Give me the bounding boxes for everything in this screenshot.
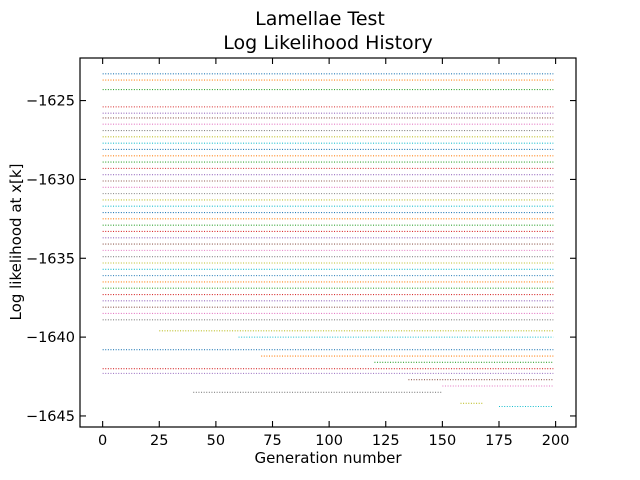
x-tick-label: 25 bbox=[150, 433, 168, 449]
x-tick-label: 100 bbox=[315, 433, 343, 449]
x-tick-label: 150 bbox=[429, 433, 457, 449]
y-axis: −1625 −1630 −1635 −1640 −1645 bbox=[26, 94, 576, 425]
x-axis: 0 25 50 75 100 125 150 175 200 bbox=[98, 58, 569, 449]
x-tick-label: 200 bbox=[542, 433, 570, 449]
x-tick-label: 125 bbox=[372, 433, 400, 449]
y-tick-label: −1645 bbox=[26, 409, 75, 425]
y-tick-label: −1630 bbox=[26, 172, 75, 188]
plot-frame bbox=[79, 57, 577, 428]
x-tick-label: 50 bbox=[207, 433, 225, 449]
chart-title: Lamellae Test bbox=[255, 8, 385, 30]
y-tick-label: −1640 bbox=[26, 330, 75, 346]
y-tick-label: −1625 bbox=[26, 94, 75, 110]
series-layer bbox=[102, 73, 554, 408]
x-tick-label: 75 bbox=[263, 433, 281, 449]
y-axis-label: Log likelihood at x[k] bbox=[7, 164, 25, 321]
chart-subtitle: Log Likelihood History bbox=[223, 32, 432, 54]
x-axis-label: Generation number bbox=[255, 449, 403, 467]
y-tick-label: −1635 bbox=[26, 251, 75, 267]
x-tick-label: 175 bbox=[485, 433, 513, 449]
x-tick-label: 0 bbox=[98, 433, 107, 449]
